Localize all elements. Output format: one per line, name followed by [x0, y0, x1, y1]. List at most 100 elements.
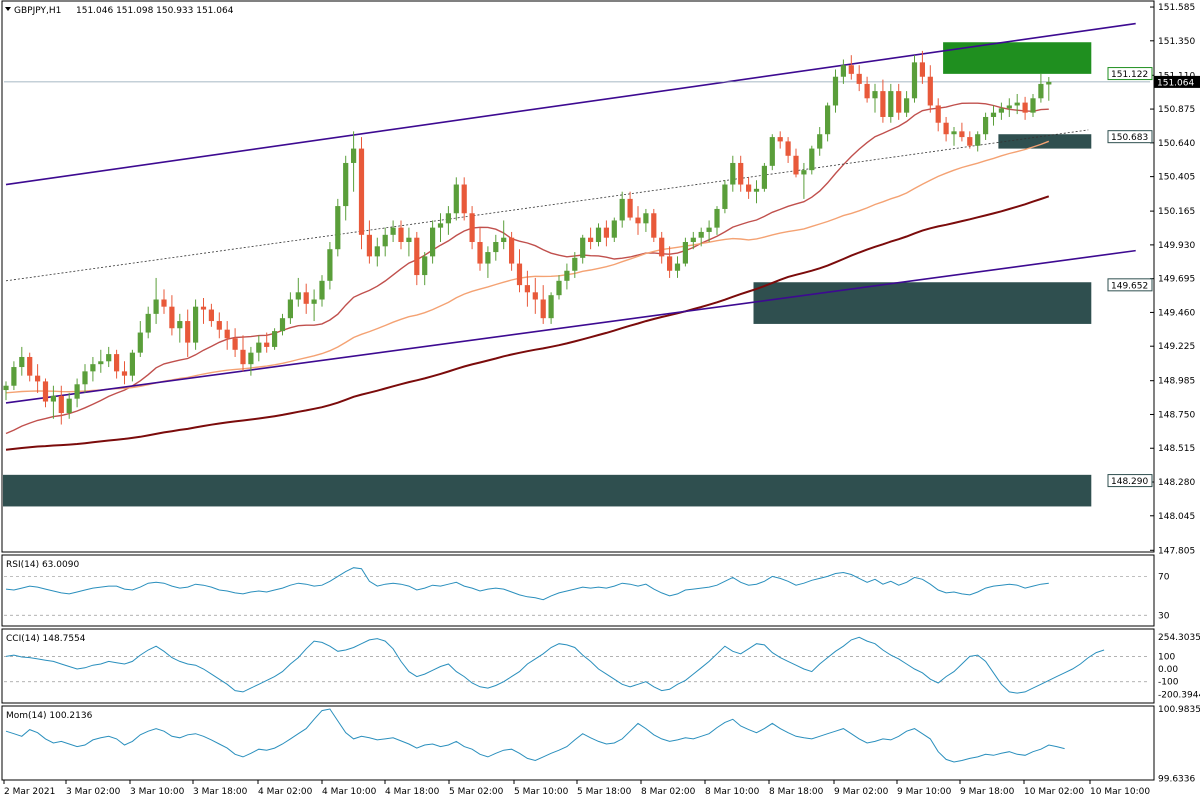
candle — [896, 83, 902, 120]
candle — [11, 361, 17, 391]
candle-body — [777, 137, 783, 142]
candle — [430, 220, 436, 264]
cci-title: CCI(14) 148.7554 — [6, 634, 86, 644]
candle-body — [927, 76, 933, 106]
candle-body — [177, 321, 183, 329]
rsi-title: RSI(14) 63.0090 — [6, 560, 79, 570]
candle-body — [580, 237, 586, 258]
momentum-plot[interactable]: 100.9835 99.6336 — [5, 705, 1200, 784]
candle-body — [983, 116, 989, 135]
candle — [659, 231, 665, 264]
level-label: 151.122 — [1107, 67, 1153, 81]
candle-body — [358, 148, 365, 235]
candle-body — [366, 234, 372, 257]
candle — [690, 231, 696, 250]
candle — [888, 83, 894, 123]
zone-3 — [998, 134, 1092, 149]
candle — [153, 277, 159, 324]
candle-body — [761, 165, 767, 189]
candle — [335, 198, 341, 257]
candle-body — [1014, 102, 1020, 106]
candle-body — [422, 256, 428, 276]
candle — [177, 313, 183, 343]
candle-body — [532, 292, 538, 300]
time-tick-label: 4 Mar 18:00 — [385, 787, 440, 797]
candle — [761, 162, 767, 192]
candle-body — [840, 65, 846, 77]
candle — [730, 155, 736, 192]
candle-body — [437, 223, 444, 228]
candle-body — [919, 62, 925, 77]
candle — [477, 227, 483, 271]
level-label-box — [1107, 130, 1153, 144]
zone-0 — [753, 282, 1092, 324]
candle-body — [706, 227, 712, 232]
candle — [524, 270, 530, 307]
candle-body — [959, 131, 965, 138]
candle-body — [611, 220, 617, 238]
candle-body — [406, 237, 412, 243]
candle — [785, 137, 791, 163]
candle — [3, 381, 9, 401]
candle-body — [153, 299, 159, 314]
indicator-tick-label: 30 — [1158, 611, 1170, 621]
candle-body — [145, 313, 151, 333]
candle — [959, 122, 965, 142]
time-axis: 2 Mar 2021 3 Mar 02:00 3 Mar 10:00 3 Mar 18… — [3, 780, 1150, 797]
price-tick-label: 148.280 — [1158, 478, 1195, 488]
candle — [406, 227, 412, 257]
candle-body — [1006, 105, 1012, 109]
candle-body — [193, 306, 199, 343]
candle-body — [287, 299, 293, 319]
candle-body — [548, 295, 554, 319]
candle-body — [746, 184, 752, 192]
current-price-badge: 151.064 — [1154, 75, 1200, 88]
candle — [366, 220, 372, 264]
indicator-tick-label: 254.3035 — [1158, 633, 1200, 643]
candle — [769, 134, 775, 171]
time-tick-label: 10 Mar 10:00 — [1090, 787, 1150, 797]
candle-body — [690, 237, 696, 243]
candle — [453, 177, 459, 221]
candle-body — [461, 184, 467, 214]
candle — [232, 328, 238, 357]
candle-body — [872, 91, 878, 99]
time-tick-label: 8 Mar 02:00 — [641, 787, 696, 797]
candle-body — [200, 306, 207, 310]
candle — [817, 127, 823, 156]
candle — [185, 309, 191, 357]
candle-body — [967, 137, 973, 146]
candle — [422, 252, 428, 286]
candle-body — [769, 137, 775, 166]
candle-body — [58, 395, 64, 414]
candle-body — [572, 257, 578, 271]
candle-body — [817, 134, 823, 149]
dropdown-triangle-icon[interactable] — [5, 7, 11, 11]
candle — [588, 227, 594, 250]
candle — [200, 298, 207, 324]
candle — [295, 277, 301, 307]
price-plot[interactable] — [3, 22, 1150, 507]
rsi-panel-frame — [1, 554, 1155, 627]
trendline-1 — [5, 249, 1136, 404]
candle — [311, 289, 317, 322]
candle — [698, 227, 704, 247]
candle-body — [469, 213, 475, 243]
candle-body — [445, 213, 451, 224]
candle — [351, 131, 357, 192]
rsi-plot[interactable]: 70 30 — [4, 567, 1170, 622]
candle — [327, 242, 333, 290]
candle — [856, 65, 862, 92]
candle — [1030, 93, 1036, 117]
candle — [390, 220, 396, 243]
candle-body — [343, 162, 349, 207]
candle-body — [374, 246, 380, 257]
price-axis: 151.585151.350151.110150.875150.640150.4… — [1107, 3, 1200, 556]
candle — [501, 220, 507, 250]
candle — [564, 263, 570, 290]
price-tick-label: 147.805 — [1158, 546, 1195, 556]
level-label-box — [1107, 67, 1153, 81]
candle-body — [935, 105, 941, 123]
candle — [919, 50, 925, 84]
cci-plot[interactable]: 254.3035 100 0.00 -100 -200.3944 — [4, 633, 1200, 701]
